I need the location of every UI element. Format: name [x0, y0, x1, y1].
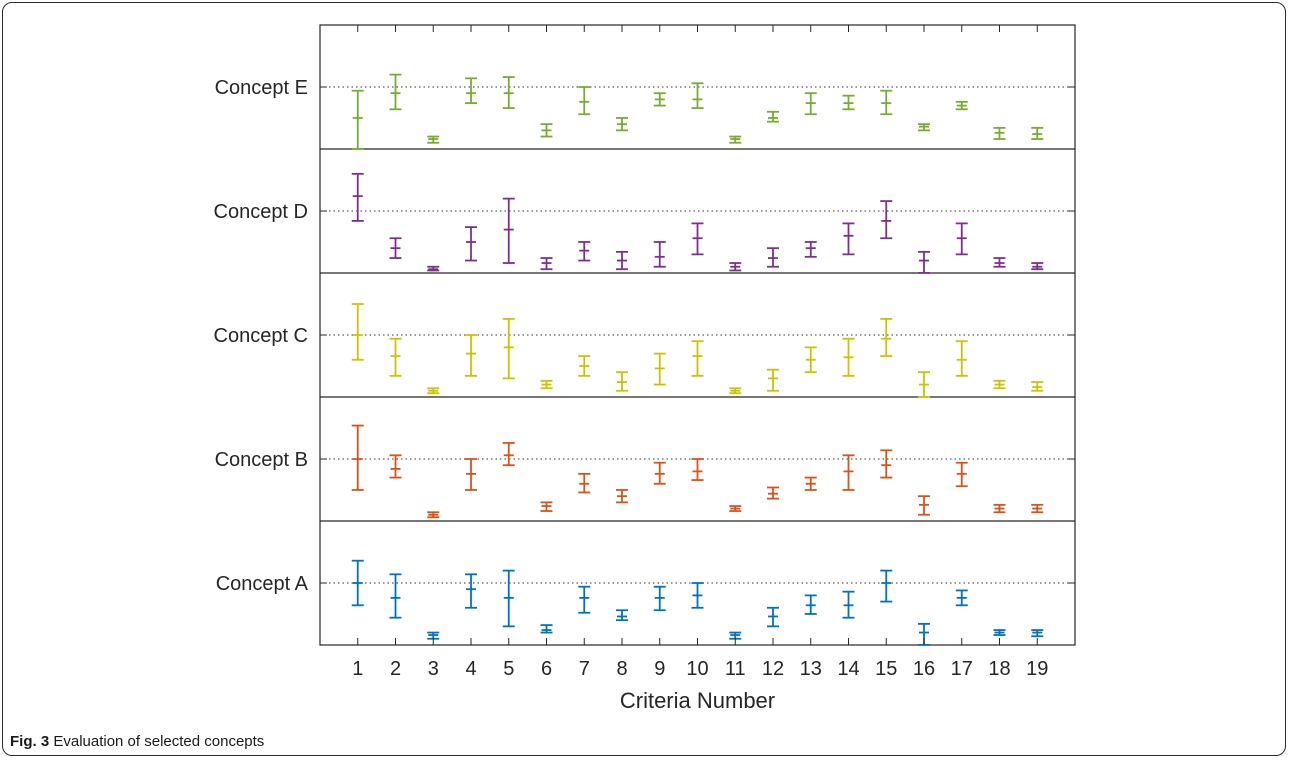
caption-text: Evaluation of selected concepts — [53, 733, 265, 750]
x-tick-label: 6 — [541, 658, 552, 680]
x-tick-label: 7 — [579, 658, 590, 680]
x-tick-label: 8 — [616, 658, 627, 680]
y-tick-label: Concept E — [215, 77, 308, 99]
y-tick-label: Concept B — [215, 449, 308, 471]
x-tick-label: 11 — [725, 658, 746, 680]
x-tick-label: 17 — [951, 658, 973, 680]
y-tick-label: Concept A — [216, 573, 309, 595]
x-tick-label: 3 — [428, 658, 439, 680]
x-tick-label: 5 — [503, 658, 514, 680]
caption-label: Fig. 3 — [10, 733, 50, 750]
x-tick-label: 18 — [988, 658, 1010, 680]
x-tick-label: 15 — [875, 658, 897, 680]
x-tick-label: 4 — [465, 658, 476, 680]
x-tick-label: 9 — [654, 658, 665, 680]
x-tick-label: 2 — [390, 658, 401, 680]
y-tick-label: Concept D — [214, 201, 309, 223]
x-tick-label: 1 — [352, 658, 363, 680]
x-tick-label: 16 — [913, 658, 935, 680]
x-tick-label: 12 — [762, 658, 784, 680]
x-tick-label: 14 — [837, 658, 859, 680]
figure-caption: Fig. 3 Evaluation of selected concepts — [10, 733, 264, 750]
y-tick-label: Concept C — [214, 325, 309, 347]
x-tick-label: 13 — [800, 658, 822, 680]
x-tick-label: 19 — [1026, 658, 1048, 680]
x-tick-label: 10 — [686, 658, 708, 680]
x-axis-label: Criteria Number — [620, 688, 775, 713]
